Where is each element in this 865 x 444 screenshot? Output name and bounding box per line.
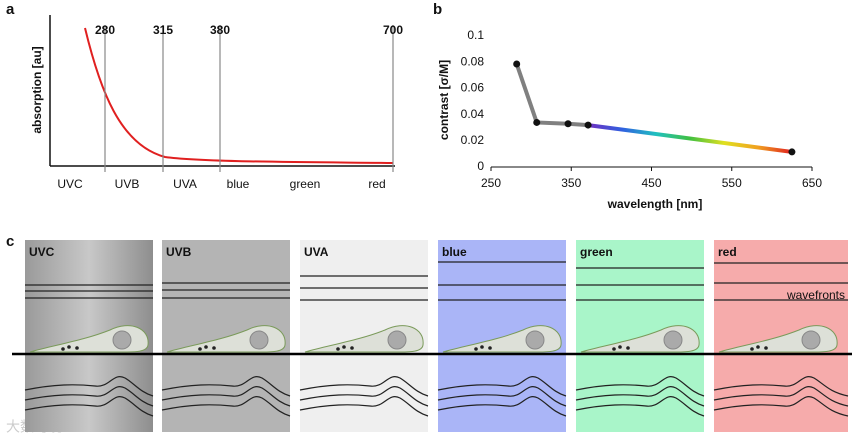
organelle — [618, 345, 622, 349]
panel-label: b — [433, 1, 442, 18]
band-label: UVA — [173, 177, 197, 191]
transmitted-wave — [713, 386, 849, 407]
transmitted-wave — [575, 376, 705, 397]
nucleus — [387, 330, 407, 350]
boundary-label: 700 — [383, 23, 403, 37]
organelle — [612, 347, 616, 351]
y-tick-label: 0.06 — [461, 81, 485, 95]
tile-label: UVB — [166, 245, 192, 259]
transmitted-wave — [299, 376, 429, 397]
wavefront-label: wavefronts — [786, 288, 845, 302]
boundary-label: 380 — [210, 23, 230, 37]
x-tick-label: 550 — [722, 176, 742, 190]
x-tick-label: 350 — [561, 176, 581, 190]
data-point — [513, 60, 521, 68]
y-tick-label: 0.1 — [467, 28, 484, 42]
data-line-spectrum — [587, 123, 793, 154]
transmitted-wave — [24, 386, 154, 407]
nucleus — [112, 330, 132, 350]
tile-label: UVA — [304, 245, 329, 259]
nucleus — [525, 330, 545, 350]
organelle — [756, 345, 760, 349]
organelle — [336, 347, 340, 351]
x-tick-label: 250 — [481, 176, 501, 190]
transmitted-wave — [437, 396, 567, 417]
transmitted-wave — [575, 396, 705, 417]
organelle — [488, 346, 492, 350]
organelle — [474, 347, 478, 351]
transmitted-wave — [437, 386, 567, 407]
x-axis-label: wavelength [nm] — [607, 197, 703, 211]
organelle — [61, 347, 65, 351]
transmitted-wave — [299, 396, 429, 417]
organelle — [342, 345, 346, 349]
boundary-label: 315 — [153, 23, 173, 37]
transmitted-wave — [161, 396, 291, 417]
tile-label: blue — [442, 245, 467, 259]
data-point — [564, 120, 572, 128]
panel-label: a — [6, 1, 15, 18]
transmitted-wave — [161, 386, 291, 407]
transmitted-wave — [575, 386, 705, 407]
transmitted-wave — [161, 376, 291, 397]
data-point — [584, 121, 592, 129]
transmitted-wave — [713, 376, 849, 397]
organelle — [75, 346, 79, 350]
y-tick-label: 0.04 — [461, 107, 485, 121]
band-label: blue — [227, 177, 250, 191]
data-point — [533, 118, 541, 126]
band-label: UVC — [57, 177, 83, 191]
x-tick-label: 450 — [641, 176, 661, 190]
transmitted-wave — [24, 376, 154, 397]
organelle — [750, 347, 754, 351]
organelle — [204, 345, 208, 349]
y-axis-label: absorption [au] — [30, 46, 44, 133]
tile-label: red — [718, 245, 737, 259]
nucleus — [663, 330, 683, 350]
organelle — [626, 346, 630, 350]
band-label: red — [368, 177, 385, 191]
nucleus — [801, 330, 821, 350]
transmitted-wave — [299, 386, 429, 407]
nucleus — [249, 330, 269, 350]
panel-label: c — [6, 233, 14, 250]
organelle — [764, 346, 768, 350]
y-tick-label: 0.08 — [461, 54, 485, 68]
y-tick-label: 0 — [477, 159, 484, 173]
tile-label: green — [580, 245, 613, 259]
boundary-label: 280 — [95, 23, 115, 37]
data-point — [788, 148, 796, 156]
organelle — [212, 346, 216, 350]
transmitted-wave — [437, 376, 567, 397]
transmitted-wave — [713, 396, 849, 417]
band-label: green — [290, 177, 321, 191]
transmitted-wave — [24, 396, 154, 417]
y-axis-label: contrast [σ/M] — [437, 60, 451, 140]
tile-label: UVC — [29, 245, 55, 259]
data-line — [514, 63, 589, 128]
organelle — [480, 345, 484, 349]
organelle — [67, 345, 71, 349]
y-tick-label: 0.02 — [461, 133, 485, 147]
organelle — [198, 347, 202, 351]
absorption-curve — [84, 27, 394, 164]
organelle — [350, 346, 354, 350]
x-tick-label: 650 — [802, 176, 822, 190]
band-label: UVB — [115, 177, 140, 191]
